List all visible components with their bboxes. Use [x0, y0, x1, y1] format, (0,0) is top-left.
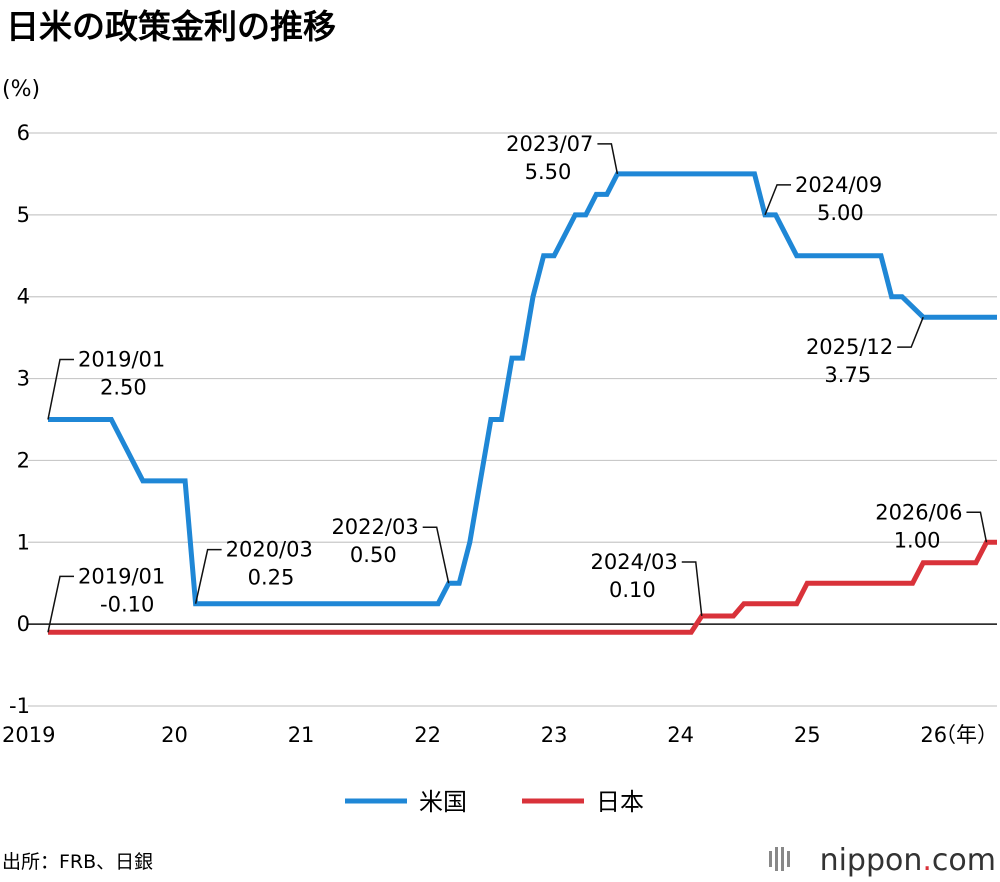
x-tick-label: 2019 — [2, 723, 55, 747]
brand-name: nippon.com — [820, 843, 996, 878]
annotation-date: 2019/01 — [78, 564, 165, 588]
annotation-date: 2026/06 — [875, 500, 962, 524]
annotation-leader — [422, 526, 450, 584]
x-unit-label: （年） — [935, 723, 998, 747]
y-tick-label: 1 — [17, 530, 30, 554]
annotation-value: 5.00 — [817, 201, 864, 225]
annotation-date: 2023/07 — [506, 132, 593, 156]
annotation-value: -0.10 — [100, 592, 154, 616]
annotation-leader — [597, 143, 619, 175]
y-tick-label: 0 — [17, 612, 30, 636]
y-tick-label: 4 — [17, 285, 30, 309]
series-line — [48, 539, 997, 635]
annotation-leader — [47, 575, 74, 633]
annotation-value: 0.25 — [248, 566, 295, 590]
y-tick-label: 6 — [17, 121, 30, 145]
brand-bars — [769, 847, 790, 871]
x-tick-label: 25 — [794, 723, 821, 747]
x-tick-label: 21 — [288, 723, 315, 747]
y-axis-labels: -1 0 1 2 3 4 5 6 — [9, 121, 30, 718]
annotation-leader — [47, 358, 74, 420]
series-lines — [48, 171, 997, 635]
source-note: 出所：FRB、日銀 — [2, 851, 153, 873]
x-tick-label: 26 — [920, 723, 947, 747]
annotation-value: 0.10 — [609, 578, 656, 602]
legend-label: 米国 — [419, 788, 467, 816]
annotation-value: 2.50 — [100, 376, 147, 400]
annotation-date: 2024/09 — [795, 173, 882, 197]
annotation-value: 1.00 — [894, 528, 941, 552]
x-tick-label: 23 — [541, 723, 568, 747]
annotations: 2019/01 2.50 2019/01 -0.10 2020/03 0.25 2022/0… — [47, 132, 988, 633]
y-tick-label: -1 — [9, 694, 30, 718]
y-tick-label: 5 — [17, 203, 30, 227]
y-tick-label: 3 — [17, 367, 30, 391]
annotation-value: 0.50 — [350, 543, 397, 567]
annotation-leader — [966, 511, 988, 543]
y-unit-label: (%) — [2, 77, 40, 102]
legend-label: 日本 — [596, 788, 644, 816]
annotation-leader — [764, 184, 792, 216]
annotation-date: 2022/03 — [331, 515, 418, 539]
annotation-date: 2019/01 — [78, 348, 165, 372]
x-tick-label: 24 — [667, 723, 694, 747]
brand-logo: nippon.com — [769, 843, 996, 878]
x-tick-label: 22 — [414, 723, 441, 747]
annotation-leader — [897, 316, 924, 348]
y-tick-label: 2 — [17, 448, 30, 472]
annotation-leader — [194, 548, 222, 604]
chart-title: 日米の政策金利の推移 — [6, 7, 336, 46]
annotation-value: 5.50 — [525, 160, 572, 184]
x-axis-labels: 2019 20 21 22 23 24 25 26（年） — [2, 723, 998, 747]
annotation-date: 2025/12 — [806, 335, 893, 359]
x-tick-label: 20 — [161, 723, 188, 747]
annotation-leader — [681, 561, 703, 617]
legend: 米国 日本 — [345, 788, 644, 816]
annotation-date: 2020/03 — [226, 538, 313, 562]
annotation-date: 2024/03 — [591, 550, 678, 574]
series-line — [48, 171, 997, 607]
annotation-value: 3.75 — [824, 363, 871, 387]
